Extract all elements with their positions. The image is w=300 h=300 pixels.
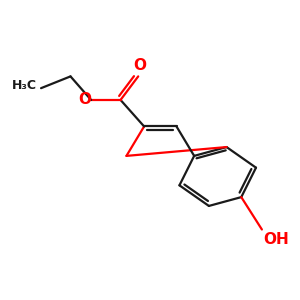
Text: OH: OH: [263, 232, 289, 247]
Text: H₃C: H₃C: [12, 79, 37, 92]
Text: O: O: [78, 92, 91, 107]
Text: O: O: [133, 58, 146, 74]
